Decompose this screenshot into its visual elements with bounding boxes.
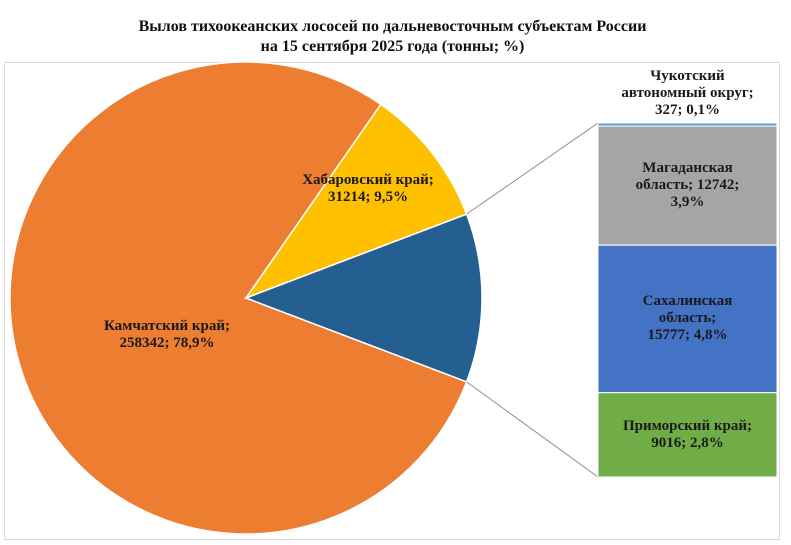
pie-label-kamchatka: Камчатский край; 258342; 78,9% xyxy=(104,318,230,351)
bar-label-sakhalin: Сахалинская область; 15777; 4,8% xyxy=(642,293,733,344)
bar-segment-magadan xyxy=(597,125,778,246)
pie-slice-other xyxy=(243,213,483,383)
chart-title-line1: Вылов тихоокеанских лососей по дальневос… xyxy=(138,18,647,35)
bar-segment-sakhalin xyxy=(597,244,778,394)
connector-line-bottom xyxy=(466,381,599,478)
pie-slice-khabarovsk xyxy=(243,103,468,300)
bar-label-chukotka: Чукотский автономный округ; 327; 0,1% xyxy=(621,68,754,118)
bar-label-primorye: Приморский край; 9016; 2,8% xyxy=(623,417,752,451)
bar-label-magadan: Магаданская область; 12742; 3,9% xyxy=(635,160,740,211)
pie-slice-kamchatka xyxy=(9,61,468,535)
connector-line-top xyxy=(466,122,599,215)
chart-title-line2: на 15 сентября 2025 года (тонны; %) xyxy=(260,38,525,55)
pie-label-khabarovsk: Хабаровский край; 31214; 9,5% xyxy=(302,172,434,205)
bar-segment-primorye xyxy=(597,392,778,478)
